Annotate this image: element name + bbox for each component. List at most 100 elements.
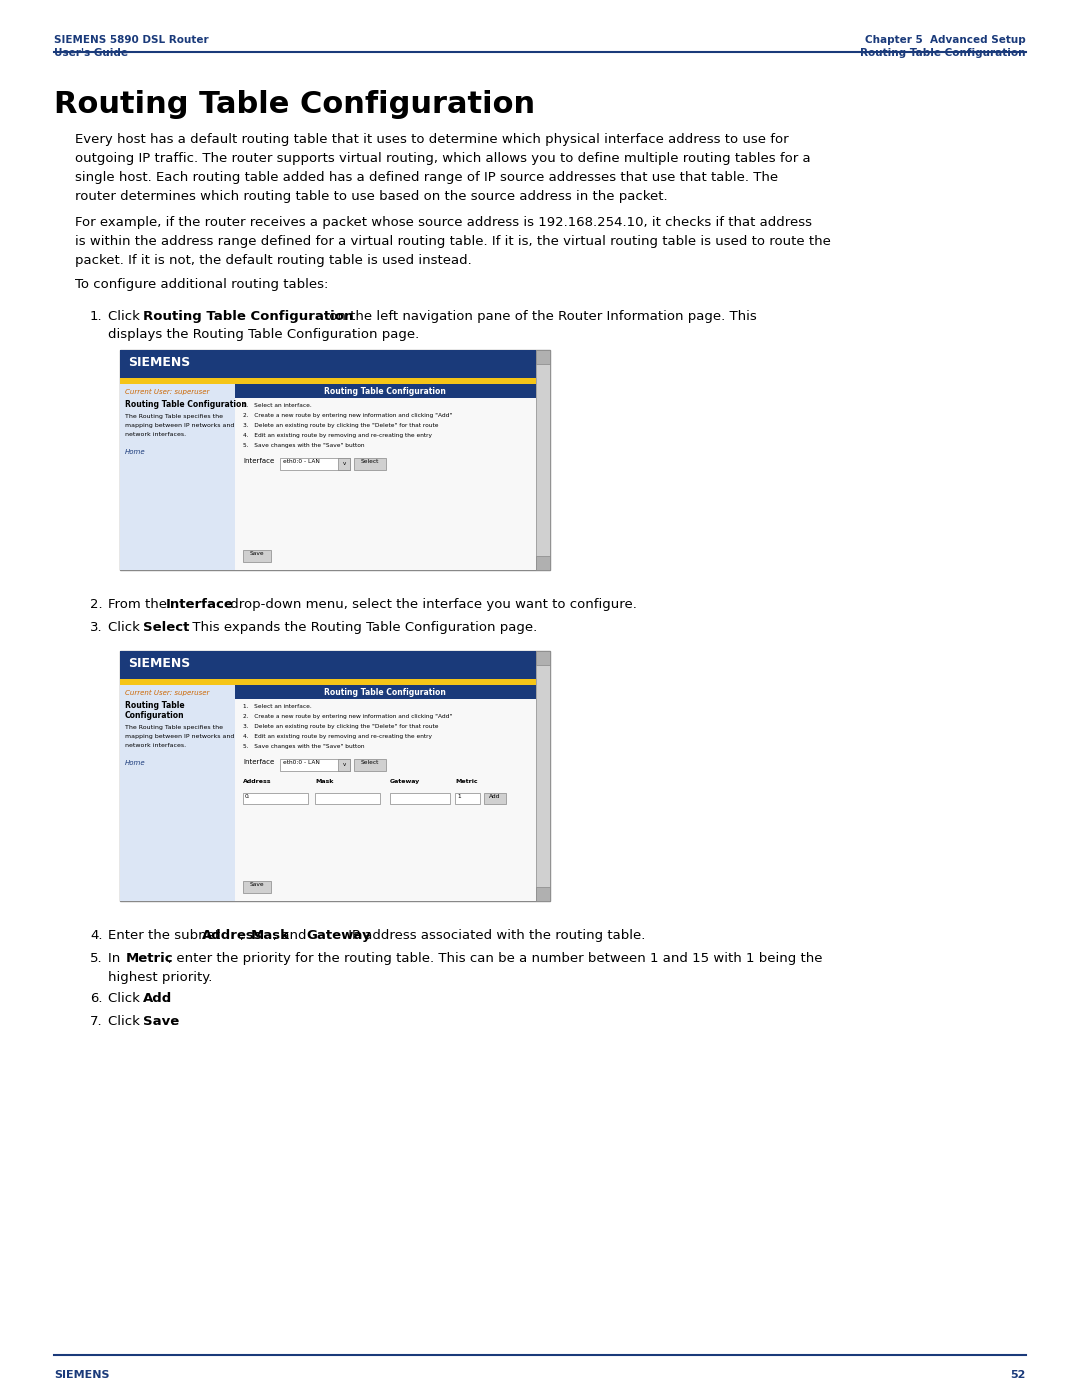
Text: Address: Address xyxy=(202,929,262,942)
Bar xyxy=(243,882,271,893)
Text: Current User: superuser: Current User: superuser xyxy=(125,690,210,696)
Text: 2.   Create a new route by entering new information and clicking "Add": 2. Create a new route by entering new in… xyxy=(243,714,453,719)
Text: Save: Save xyxy=(249,550,265,556)
Text: Metric: Metric xyxy=(455,780,477,784)
Text: SIEMENS: SIEMENS xyxy=(129,356,190,369)
Text: Select: Select xyxy=(361,460,379,464)
Text: 1: 1 xyxy=(457,793,461,799)
Text: Routing Table Configuration: Routing Table Configuration xyxy=(324,687,446,697)
Text: Interface: Interface xyxy=(243,458,274,464)
Bar xyxy=(280,759,350,771)
Text: For example, if the router receives a packet whose source address is 192.168.254: For example, if the router receives a pa… xyxy=(75,217,812,229)
Text: Click: Click xyxy=(108,310,144,323)
Text: Routing Table: Routing Table xyxy=(125,701,185,710)
Text: Address: Address xyxy=(243,780,271,784)
Text: Interface: Interface xyxy=(243,759,274,766)
Bar xyxy=(536,556,550,570)
Text: network interfaces.: network interfaces. xyxy=(125,432,186,437)
Text: Home: Home xyxy=(125,448,146,455)
Text: 5.   Save changes with the "Save" button: 5. Save changes with the "Save" button xyxy=(243,745,365,749)
Text: User's Guide: User's Guide xyxy=(54,47,129,59)
Text: Enter the subnet: Enter the subnet xyxy=(108,929,225,942)
Text: .: . xyxy=(171,1016,175,1028)
Bar xyxy=(235,685,536,901)
Text: 0.: 0. xyxy=(245,793,251,799)
Text: highest priority.: highest priority. xyxy=(108,971,213,983)
Text: Gateway: Gateway xyxy=(306,929,370,942)
Text: displays the Routing Table Configuration page.: displays the Routing Table Configuration… xyxy=(108,328,419,341)
Text: Routing Table Configuration: Routing Table Configuration xyxy=(861,47,1026,59)
Bar xyxy=(120,351,536,379)
Bar xyxy=(235,384,536,398)
Text: , and: , and xyxy=(273,929,311,942)
Text: , enter the priority for the routing table. This can be a number between 1 and 1: , enter the priority for the routing tab… xyxy=(168,951,823,965)
Text: Select: Select xyxy=(361,760,379,766)
Text: 3.   Delete an existing route by clicking the "Delete" for that route: 3. Delete an existing route by clicking … xyxy=(243,423,438,427)
Text: Interface: Interface xyxy=(166,598,234,610)
Text: 5.: 5. xyxy=(90,951,103,965)
Text: From the: From the xyxy=(108,598,172,610)
Text: single host. Each routing table added has a defined range of IP source addresses: single host. Each routing table added ha… xyxy=(75,170,778,184)
Bar xyxy=(338,458,350,469)
Text: SIEMENS: SIEMENS xyxy=(129,657,190,671)
Bar xyxy=(536,351,550,570)
Text: 2.: 2. xyxy=(90,598,103,610)
Bar xyxy=(120,651,550,901)
Text: IP address associated with the routing table.: IP address associated with the routing t… xyxy=(345,929,646,942)
Bar xyxy=(120,685,235,901)
Text: Current User: superuser: Current User: superuser xyxy=(125,388,210,395)
Text: 1.: 1. xyxy=(90,310,103,323)
Text: v: v xyxy=(343,461,347,467)
Text: packet. If it is not, the default routing table is used instead.: packet. If it is not, the default routin… xyxy=(75,254,472,267)
Bar xyxy=(354,759,386,771)
Bar xyxy=(390,793,450,805)
Text: Click: Click xyxy=(108,992,144,1004)
Text: Save: Save xyxy=(249,882,265,887)
Text: Click: Click xyxy=(108,622,144,634)
Text: 3.   Delete an existing route by clicking the "Delete" for that route: 3. Delete an existing route by clicking … xyxy=(243,724,438,729)
Bar xyxy=(536,887,550,901)
Text: 2.   Create a new route by entering new information and clicking "Add": 2. Create a new route by entering new in… xyxy=(243,414,453,418)
Bar xyxy=(536,651,550,901)
Text: Every host has a default routing table that it uses to determine which physical : Every host has a default routing table t… xyxy=(75,133,788,147)
Bar xyxy=(338,759,350,771)
Text: Configuration: Configuration xyxy=(125,711,185,719)
Text: v: v xyxy=(343,761,347,767)
Text: Routing Table Configuration: Routing Table Configuration xyxy=(143,310,353,323)
Bar xyxy=(536,651,550,665)
Text: ,: , xyxy=(240,929,248,942)
Text: on the left navigation pane of the Router Information page. This: on the left navigation pane of the Route… xyxy=(325,310,757,323)
Text: outgoing IP traffic. The router supports virtual routing, which allows you to de: outgoing IP traffic. The router supports… xyxy=(75,152,811,165)
Bar xyxy=(235,384,536,570)
Text: router determines which routing table to use based on the source address in the : router determines which routing table to… xyxy=(75,190,667,203)
Text: SIEMENS 5890 DSL Router: SIEMENS 5890 DSL Router xyxy=(54,35,208,45)
Text: Gateway: Gateway xyxy=(390,780,420,784)
Text: Routing Table Configuration: Routing Table Configuration xyxy=(54,89,535,119)
Text: The Routing Table specifies the: The Routing Table specifies the xyxy=(125,414,222,419)
Bar xyxy=(120,679,536,685)
Text: Add: Add xyxy=(489,793,501,799)
Text: 52: 52 xyxy=(1011,1370,1026,1380)
Text: 3.: 3. xyxy=(90,622,103,634)
Bar xyxy=(243,550,271,562)
Text: eth0:0 - LAN: eth0:0 - LAN xyxy=(283,760,320,766)
Text: Mask: Mask xyxy=(315,780,334,784)
Bar xyxy=(280,458,350,469)
Text: Save: Save xyxy=(143,1016,179,1028)
Text: mapping between IP networks and: mapping between IP networks and xyxy=(125,423,234,427)
Text: 6.: 6. xyxy=(90,992,103,1004)
Text: network interfaces.: network interfaces. xyxy=(125,743,186,747)
Text: 4.   Edit an existing route by removing and re-creating the entry: 4. Edit an existing route by removing an… xyxy=(243,433,432,439)
Text: drop-down menu, select the interface you want to configure.: drop-down menu, select the interface you… xyxy=(226,598,637,610)
Text: 1.   Select an interface.: 1. Select an interface. xyxy=(243,704,312,710)
Bar xyxy=(120,651,536,679)
Text: 4.: 4. xyxy=(90,929,103,942)
Bar xyxy=(455,793,480,805)
Bar xyxy=(120,351,550,570)
Text: 1.   Select an interface.: 1. Select an interface. xyxy=(243,402,312,408)
Text: 4.   Edit an existing route by removing and re-creating the entry: 4. Edit an existing route by removing an… xyxy=(243,733,432,739)
Text: 7.: 7. xyxy=(90,1016,103,1028)
Bar xyxy=(243,793,308,805)
Bar xyxy=(120,384,235,570)
Text: .: . xyxy=(166,992,171,1004)
